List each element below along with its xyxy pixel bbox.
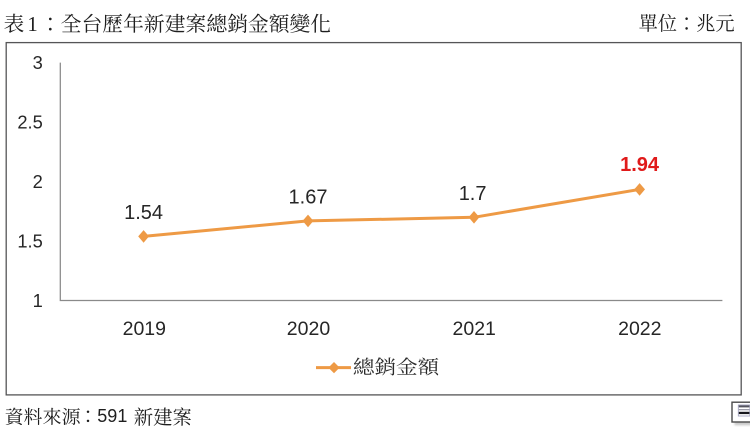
- svg-text:2020: 2020: [287, 318, 331, 340]
- svg-text:2.5: 2.5: [17, 112, 42, 133]
- svg-text:1.94: 1.94: [620, 154, 660, 176]
- svg-text:591: 591: [97, 406, 127, 426]
- svg-text:1.5: 1.5: [17, 230, 42, 251]
- svg-text:1.54: 1.54: [124, 202, 163, 224]
- svg-text:1: 1: [27, 13, 37, 36]
- svg-text:1: 1: [33, 290, 43, 311]
- svg-text:2022: 2022: [618, 318, 661, 340]
- svg-text:2019: 2019: [123, 318, 166, 340]
- svg-text:2: 2: [33, 171, 43, 192]
- svg-text:3: 3: [33, 52, 43, 73]
- svg-text:2021: 2021: [453, 318, 496, 340]
- svg-text:1.67: 1.67: [289, 186, 328, 208]
- svg-text:1.7: 1.7: [459, 183, 487, 205]
